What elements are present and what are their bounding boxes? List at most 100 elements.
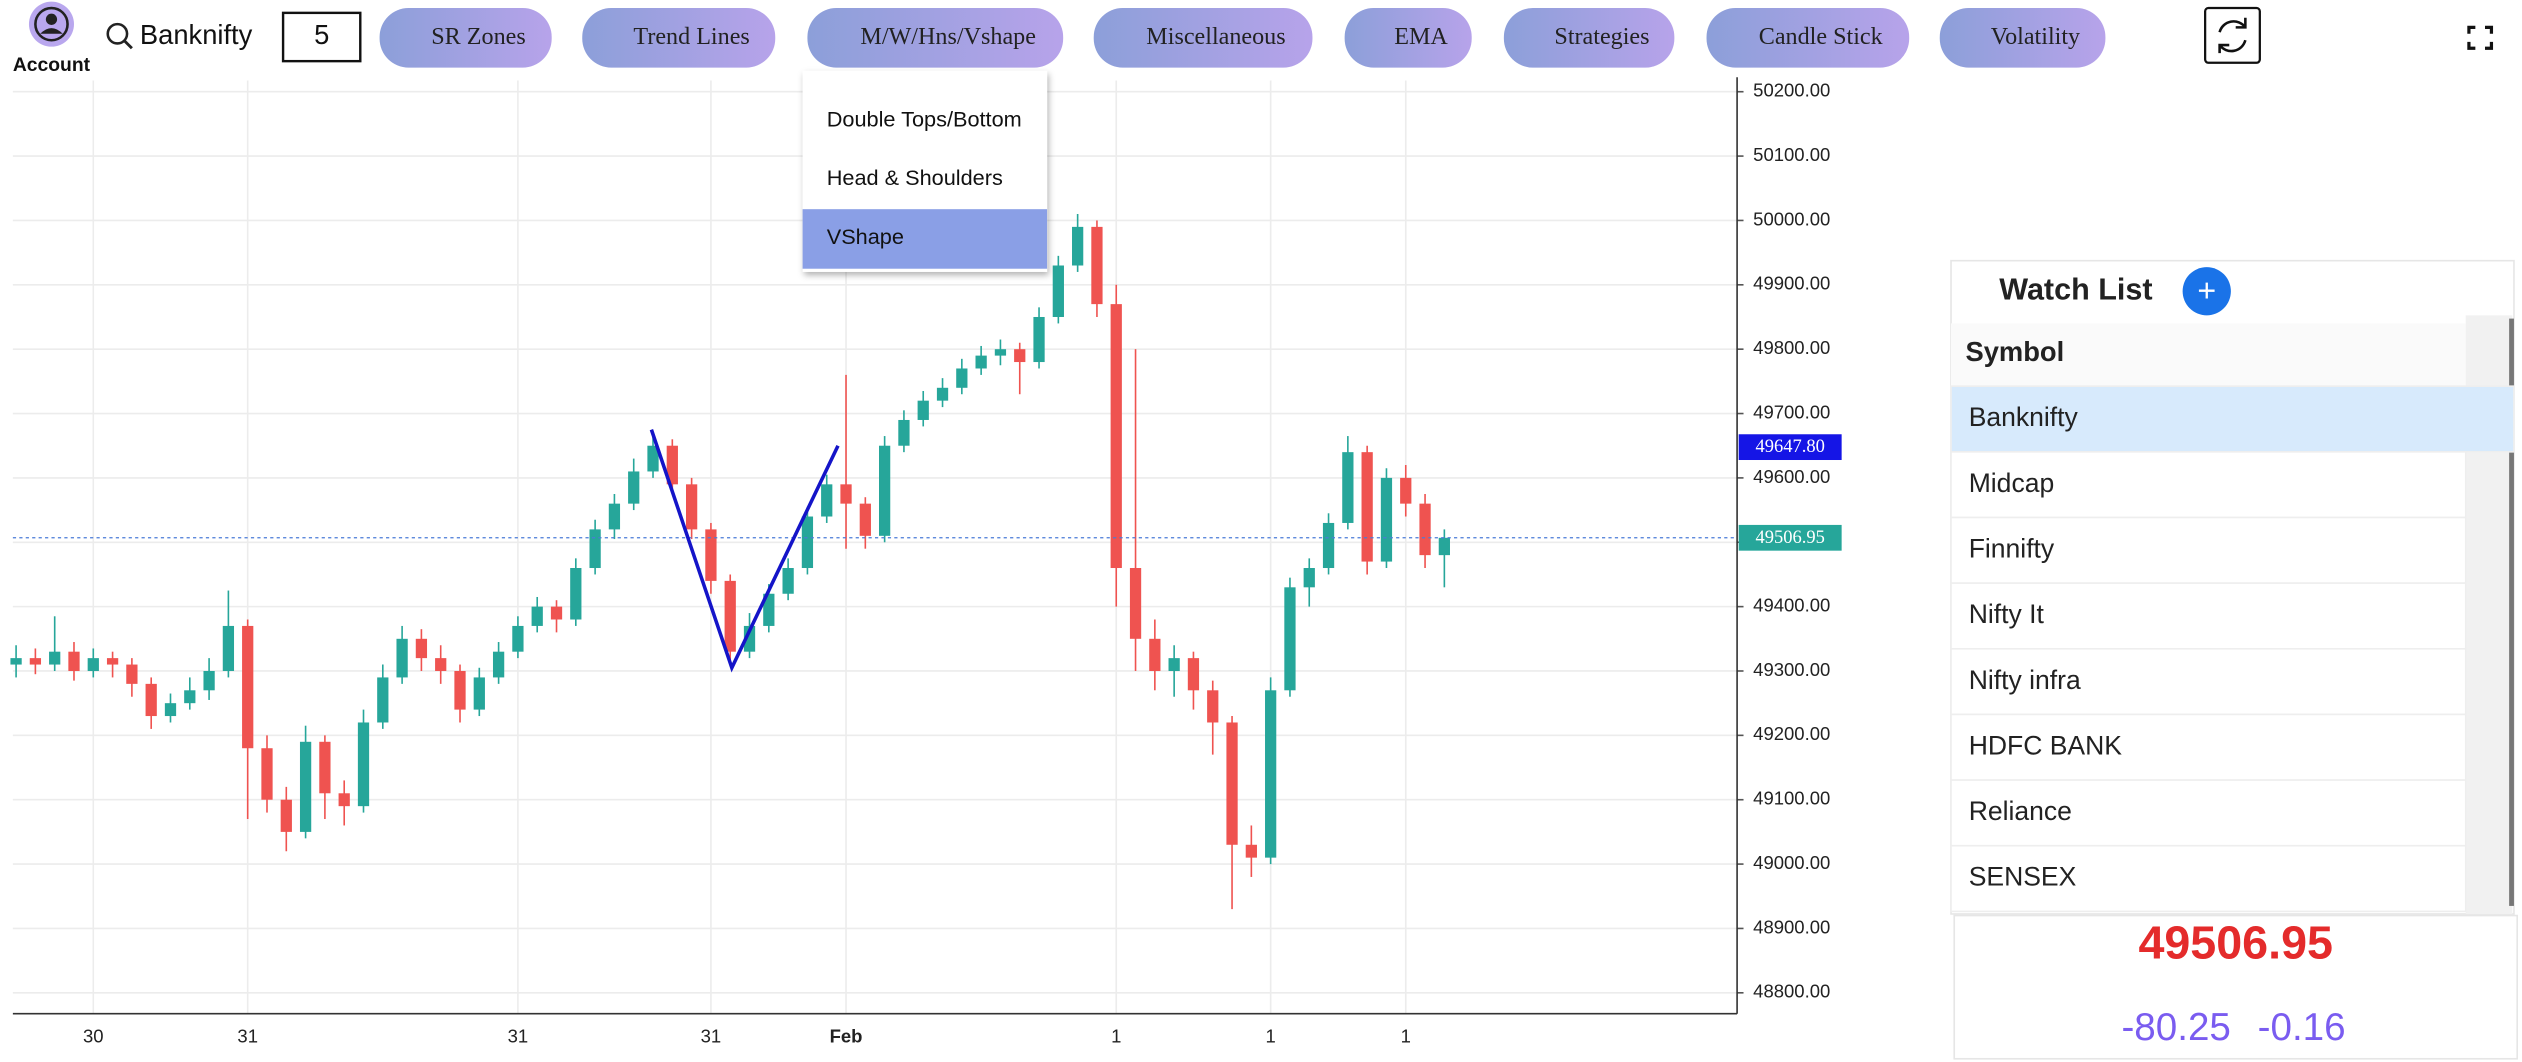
candle-body bbox=[10, 658, 22, 665]
x-tick-label: 31 bbox=[701, 1026, 722, 1047]
row-symbol[interactable]: Nifty It bbox=[1969, 599, 2045, 629]
menu-button[interactable] bbox=[1939, 8, 2106, 68]
menu-label[interactable]: Strategies bbox=[1554, 23, 1649, 50]
search-icon bbox=[106, 22, 129, 45]
menu-button[interactable] bbox=[1344, 8, 1472, 68]
candle-body bbox=[608, 503, 621, 530]
account-icon-ring bbox=[34, 6, 69, 42]
menu-button[interactable] bbox=[1093, 8, 1313, 68]
candle-body bbox=[145, 683, 157, 717]
menu-label[interactable]: SR Zones bbox=[431, 23, 525, 50]
candle-body bbox=[705, 529, 717, 581]
refresh-button[interactable] bbox=[2204, 6, 2261, 64]
candle-body bbox=[570, 568, 582, 620]
y-tick-label: 49600.00 bbox=[1753, 466, 1830, 487]
candle-body bbox=[743, 625, 756, 652]
row-symbol[interactable]: Midcap bbox=[1969, 468, 2055, 498]
menu-button[interactable] bbox=[807, 8, 1064, 68]
candle-body bbox=[222, 625, 235, 671]
menu-label[interactable]: Volatility bbox=[1991, 23, 2080, 50]
candle-body bbox=[1168, 658, 1180, 671]
candle-body bbox=[126, 664, 138, 684]
candle-body bbox=[589, 529, 601, 569]
candle-body bbox=[396, 638, 408, 678]
add-symbol-button[interactable] bbox=[2182, 267, 2231, 316]
y-tick-label: 49400.00 bbox=[1753, 595, 1830, 616]
menu-label[interactable]: Miscellaneous bbox=[1146, 23, 1285, 50]
add-symbol-icon[interactable]: + bbox=[2197, 272, 2216, 308]
candle-body bbox=[203, 670, 215, 691]
candle-body bbox=[1380, 477, 1393, 562]
candle-body bbox=[628, 471, 640, 504]
candle-body bbox=[261, 748, 273, 800]
interval-input[interactable] bbox=[281, 11, 362, 63]
candle-body bbox=[1149, 638, 1161, 671]
row-symbol[interactable]: Finnifty bbox=[1969, 533, 2055, 563]
menu-label[interactable]: EMA bbox=[1394, 23, 1448, 50]
candle-body bbox=[1400, 477, 1412, 504]
y-tick-label: 49000.00 bbox=[1753, 852, 1830, 873]
candle-body bbox=[1419, 503, 1431, 556]
menu-bar: SR Zones Trend Lines M/W/Hns/Vshape Miscell… bbox=[379, 8, 2106, 68]
row-symbol[interactable]: Reliance bbox=[1969, 796, 2072, 826]
candle-body bbox=[473, 677, 485, 710]
row-symbol[interactable]: SENSEX bbox=[1969, 862, 2077, 892]
fullscreen-button[interactable] bbox=[2467, 25, 2494, 50]
candle-body bbox=[685, 484, 698, 530]
candle-body bbox=[1014, 349, 1026, 363]
y-tick-label: 49200.00 bbox=[1753, 723, 1830, 744]
candle-body bbox=[299, 741, 312, 832]
watch-list: Watch List + Symbol Banknifty Midcap Finni… bbox=[1950, 259, 2515, 915]
candle-body bbox=[68, 651, 80, 671]
row-symbol[interactable]: HDFC BANK bbox=[1969, 730, 2123, 760]
row[interactable] bbox=[1950, 779, 2467, 847]
menu-button[interactable] bbox=[379, 8, 552, 68]
candle-body bbox=[724, 580, 736, 652]
symbol-search[interactable]: Banknifty bbox=[106, 19, 253, 50]
candle-body bbox=[1322, 522, 1335, 569]
row-symbol[interactable]: Banknifty bbox=[1969, 402, 2079, 432]
y-tick-label: 50000.00 bbox=[1753, 208, 1830, 229]
price-badge bbox=[1738, 524, 1842, 551]
row-selected[interactable] bbox=[1950, 385, 2515, 453]
candle-body bbox=[1207, 690, 1219, 723]
candle-body bbox=[242, 625, 254, 749]
menu-button[interactable] bbox=[582, 8, 776, 68]
x-tick-label: 30 bbox=[83, 1026, 104, 1047]
row[interactable] bbox=[1950, 844, 2467, 913]
account-label[interactable]: Account bbox=[13, 55, 91, 76]
y-tick-label: 50100.00 bbox=[1753, 144, 1830, 165]
candle-body bbox=[29, 658, 42, 665]
candle-body bbox=[280, 799, 292, 832]
candle-body bbox=[1303, 568, 1315, 588]
row[interactable] bbox=[1950, 516, 2467, 584]
x-tick-label: 31 bbox=[508, 1026, 529, 1047]
candle-body bbox=[1245, 844, 1257, 858]
dropdown-item[interactable]: Double Tops/Bottom bbox=[827, 106, 1022, 131]
menu-label[interactable]: Trend Lines bbox=[633, 23, 749, 50]
candle-body bbox=[1284, 587, 1296, 691]
row-symbol[interactable]: Nifty infra bbox=[1969, 665, 2081, 695]
x-tick-label: 1 bbox=[1266, 1026, 1276, 1047]
account[interactable]: Account bbox=[13, 1, 91, 76]
row[interactable] bbox=[1950, 451, 2467, 519]
row[interactable] bbox=[1950, 647, 2467, 716]
symbol-name[interactable]: Banknifty bbox=[140, 19, 253, 50]
interval-value[interactable]: 5 bbox=[314, 19, 329, 50]
dropdown-item[interactable]: VShape bbox=[827, 224, 904, 249]
menu-button[interactable] bbox=[1503, 8, 1675, 68]
menu-label[interactable]: Candle Stick bbox=[1759, 23, 1884, 50]
candle-body bbox=[936, 387, 949, 401]
candle-body bbox=[319, 741, 331, 794]
candle-body bbox=[1052, 265, 1064, 317]
quote-panel bbox=[1953, 914, 2518, 1060]
candle-body bbox=[184, 690, 196, 704]
row[interactable] bbox=[1950, 582, 2467, 650]
menu-label[interactable]: M/W/Hns/Vshape bbox=[860, 23, 1036, 50]
scrollbar-thumb[interactable] bbox=[2509, 318, 2514, 906]
dropdown-item[interactable]: Head & Shoulders bbox=[827, 165, 1003, 190]
menu-button[interactable] bbox=[1706, 8, 1910, 68]
candle-body bbox=[763, 593, 775, 626]
table-header bbox=[1951, 323, 2466, 387]
